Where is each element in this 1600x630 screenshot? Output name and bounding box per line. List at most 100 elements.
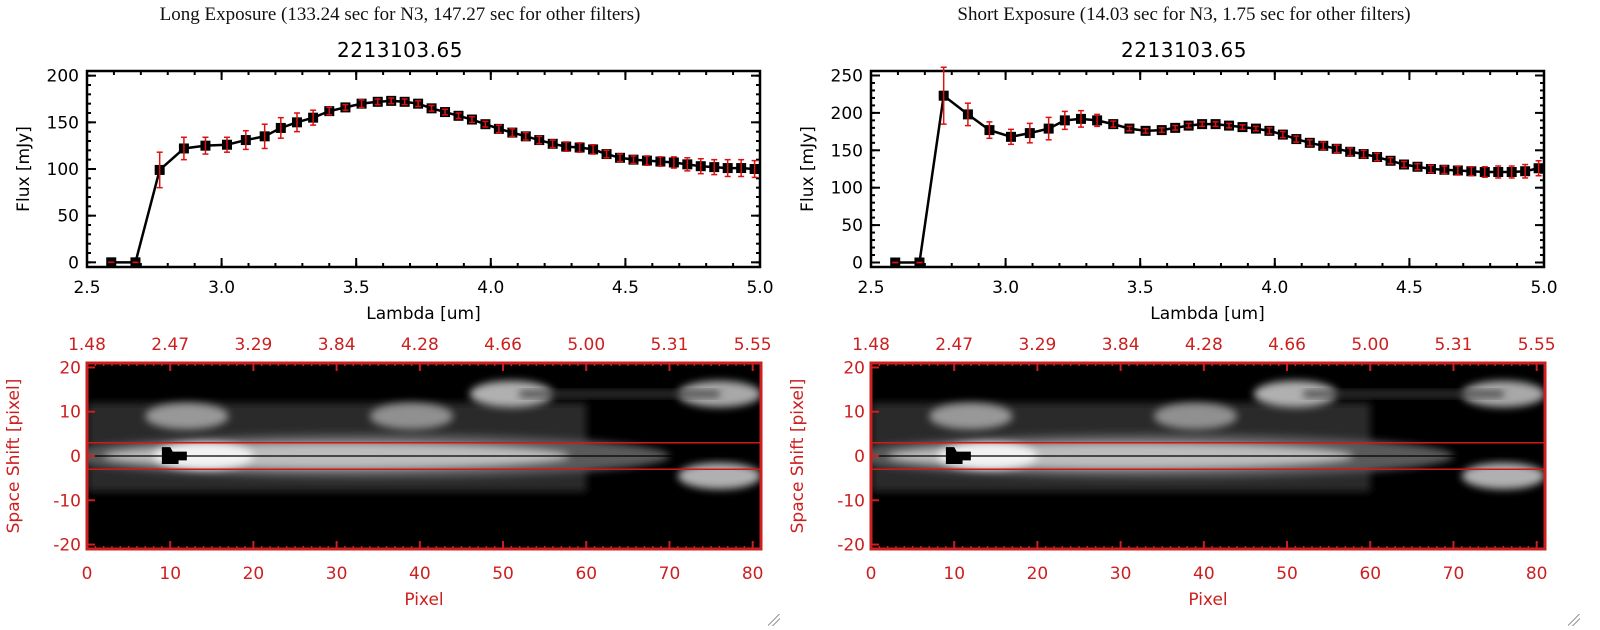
y-axis-label: Flux [mJy] bbox=[798, 126, 818, 212]
error-bar bbox=[509, 128, 516, 138]
top-wavelength-label: 4.66 bbox=[484, 335, 522, 355]
x-tick-label: 50 bbox=[492, 564, 514, 584]
error-bar bbox=[751, 159, 758, 179]
resize-grip-icon[interactable] bbox=[768, 614, 780, 626]
error-bar bbox=[482, 120, 489, 128]
x-tick-label: 10 bbox=[159, 564, 181, 584]
error-bar bbox=[1535, 160, 1542, 177]
error-bar bbox=[1199, 121, 1206, 128]
y-tick-label: 20 bbox=[843, 358, 865, 378]
error-bar bbox=[643, 155, 650, 167]
error-bar bbox=[1026, 122, 1033, 144]
top-wavelength-label: 4.28 bbox=[401, 335, 439, 355]
x-tick-label: 0 bbox=[82, 564, 93, 584]
error-bar bbox=[1508, 165, 1515, 179]
error-bar bbox=[180, 136, 187, 161]
error-bar bbox=[630, 155, 637, 165]
error-bar bbox=[1226, 122, 1233, 129]
error-bar bbox=[1387, 157, 1394, 165]
x-tick-label: 10 bbox=[943, 564, 965, 584]
y-tick-label: 150 bbox=[47, 113, 79, 133]
y-axis-label: Space Shift [pixel] bbox=[4, 379, 24, 534]
error-bar bbox=[617, 153, 624, 163]
spectrum-chart: 2.5 3.0 3.5 4.0 4.5 5.0 0 50 100 150 200 Lambda [um… bbox=[14, 67, 774, 324]
error-bar bbox=[374, 98, 381, 106]
long-exposure-panel: Long Exposure (133.24 sec for N3, 147.27… bbox=[4, 4, 774, 610]
secondary-source bbox=[145, 402, 229, 430]
error-bar bbox=[293, 112, 300, 133]
faint-streak bbox=[1303, 391, 1504, 397]
secondary-source bbox=[677, 380, 761, 408]
error-bar bbox=[1347, 147, 1354, 157]
secondary-source bbox=[1461, 462, 1545, 490]
top-wavelength-label: 3.84 bbox=[1102, 335, 1140, 355]
error-bar bbox=[590, 143, 597, 155]
x-axis-label: Pixel bbox=[404, 590, 443, 610]
error-bar bbox=[1142, 127, 1149, 134]
secondary-source bbox=[1461, 380, 1545, 408]
error-bar bbox=[242, 129, 249, 151]
x-tick-label: 5.0 bbox=[1530, 278, 1557, 298]
resize-grip-icon[interactable] bbox=[1568, 614, 1580, 626]
top-wavelength-label: 3.84 bbox=[318, 335, 356, 355]
y-tick-label: 250 bbox=[831, 66, 863, 86]
error-bar bbox=[468, 115, 475, 124]
x-tick-label: 30 bbox=[1110, 564, 1132, 584]
error-bar bbox=[1045, 116, 1052, 141]
y-tick-label: 0 bbox=[70, 447, 81, 467]
error-bar bbox=[415, 100, 422, 108]
x-tick-label: 20 bbox=[1027, 564, 1049, 584]
secondary-source bbox=[369, 402, 454, 430]
error-bar bbox=[1094, 113, 1101, 128]
faint-streak bbox=[519, 391, 720, 397]
x-tick-label: 2.5 bbox=[857, 278, 884, 298]
x-axis-label: Lambda [um] bbox=[1150, 304, 1264, 324]
error-bar bbox=[940, 66, 947, 125]
error-bar bbox=[1266, 127, 1273, 135]
object-id: 2213103.65 bbox=[1121, 38, 1247, 62]
y-tick-label: 200 bbox=[831, 104, 863, 124]
error-bar bbox=[442, 108, 449, 116]
secondary-source bbox=[677, 462, 761, 490]
error-bar bbox=[261, 123, 268, 150]
error-bar bbox=[1061, 110, 1068, 131]
y-tick-label: 0 bbox=[854, 447, 865, 467]
x-axis-label: Pixel bbox=[1188, 590, 1227, 610]
top-wavelength-label: 5.31 bbox=[1435, 335, 1473, 355]
top-wavelength-label: 1.48 bbox=[68, 335, 106, 355]
secondary-source bbox=[469, 380, 553, 408]
error-bar bbox=[277, 116, 284, 139]
x-tick-label: 60 bbox=[1359, 564, 1381, 584]
error-bar bbox=[563, 141, 570, 153]
x-tick-label: 70 bbox=[1443, 564, 1465, 584]
error-bar bbox=[1293, 135, 1300, 143]
panel-title: Short Exposure (14.03 sec for N3, 1.75 s… bbox=[957, 4, 1411, 25]
error-bar bbox=[1126, 125, 1133, 132]
error-bar bbox=[223, 136, 230, 153]
error-bar bbox=[1468, 166, 1475, 177]
y-tick-label: 100 bbox=[47, 160, 79, 180]
y-tick-label: -20 bbox=[53, 536, 81, 556]
error-bar bbox=[1007, 128, 1014, 146]
short-exposure-panel: Short Exposure (14.03 sec for N3, 1.75 s… bbox=[784, 0, 1584, 630]
error-bar bbox=[549, 139, 556, 149]
x-tick-label: 4.0 bbox=[1261, 278, 1288, 298]
error-bar bbox=[522, 131, 529, 141]
error-bar bbox=[1481, 166, 1488, 178]
y-tick-label: 10 bbox=[59, 403, 81, 423]
error-bar bbox=[1414, 163, 1421, 171]
error-bar bbox=[358, 99, 365, 109]
top-wavelength-label: 5.55 bbox=[1518, 335, 1556, 355]
error-bar bbox=[657, 156, 664, 167]
error-bar bbox=[1306, 139, 1313, 147]
x-tick-label: 30 bbox=[326, 564, 348, 584]
y-tick-label: -10 bbox=[53, 491, 81, 511]
error-bar bbox=[1212, 121, 1219, 128]
error-bar bbox=[1522, 163, 1529, 179]
x-tick-label: 3.0 bbox=[992, 278, 1019, 298]
x-tick-label: 40 bbox=[409, 564, 431, 584]
error-bar bbox=[455, 112, 462, 120]
x-axis-label: Lambda [um] bbox=[366, 304, 480, 324]
object-id: 2213103.65 bbox=[337, 38, 463, 62]
y-tick-label: 20 bbox=[59, 358, 81, 378]
